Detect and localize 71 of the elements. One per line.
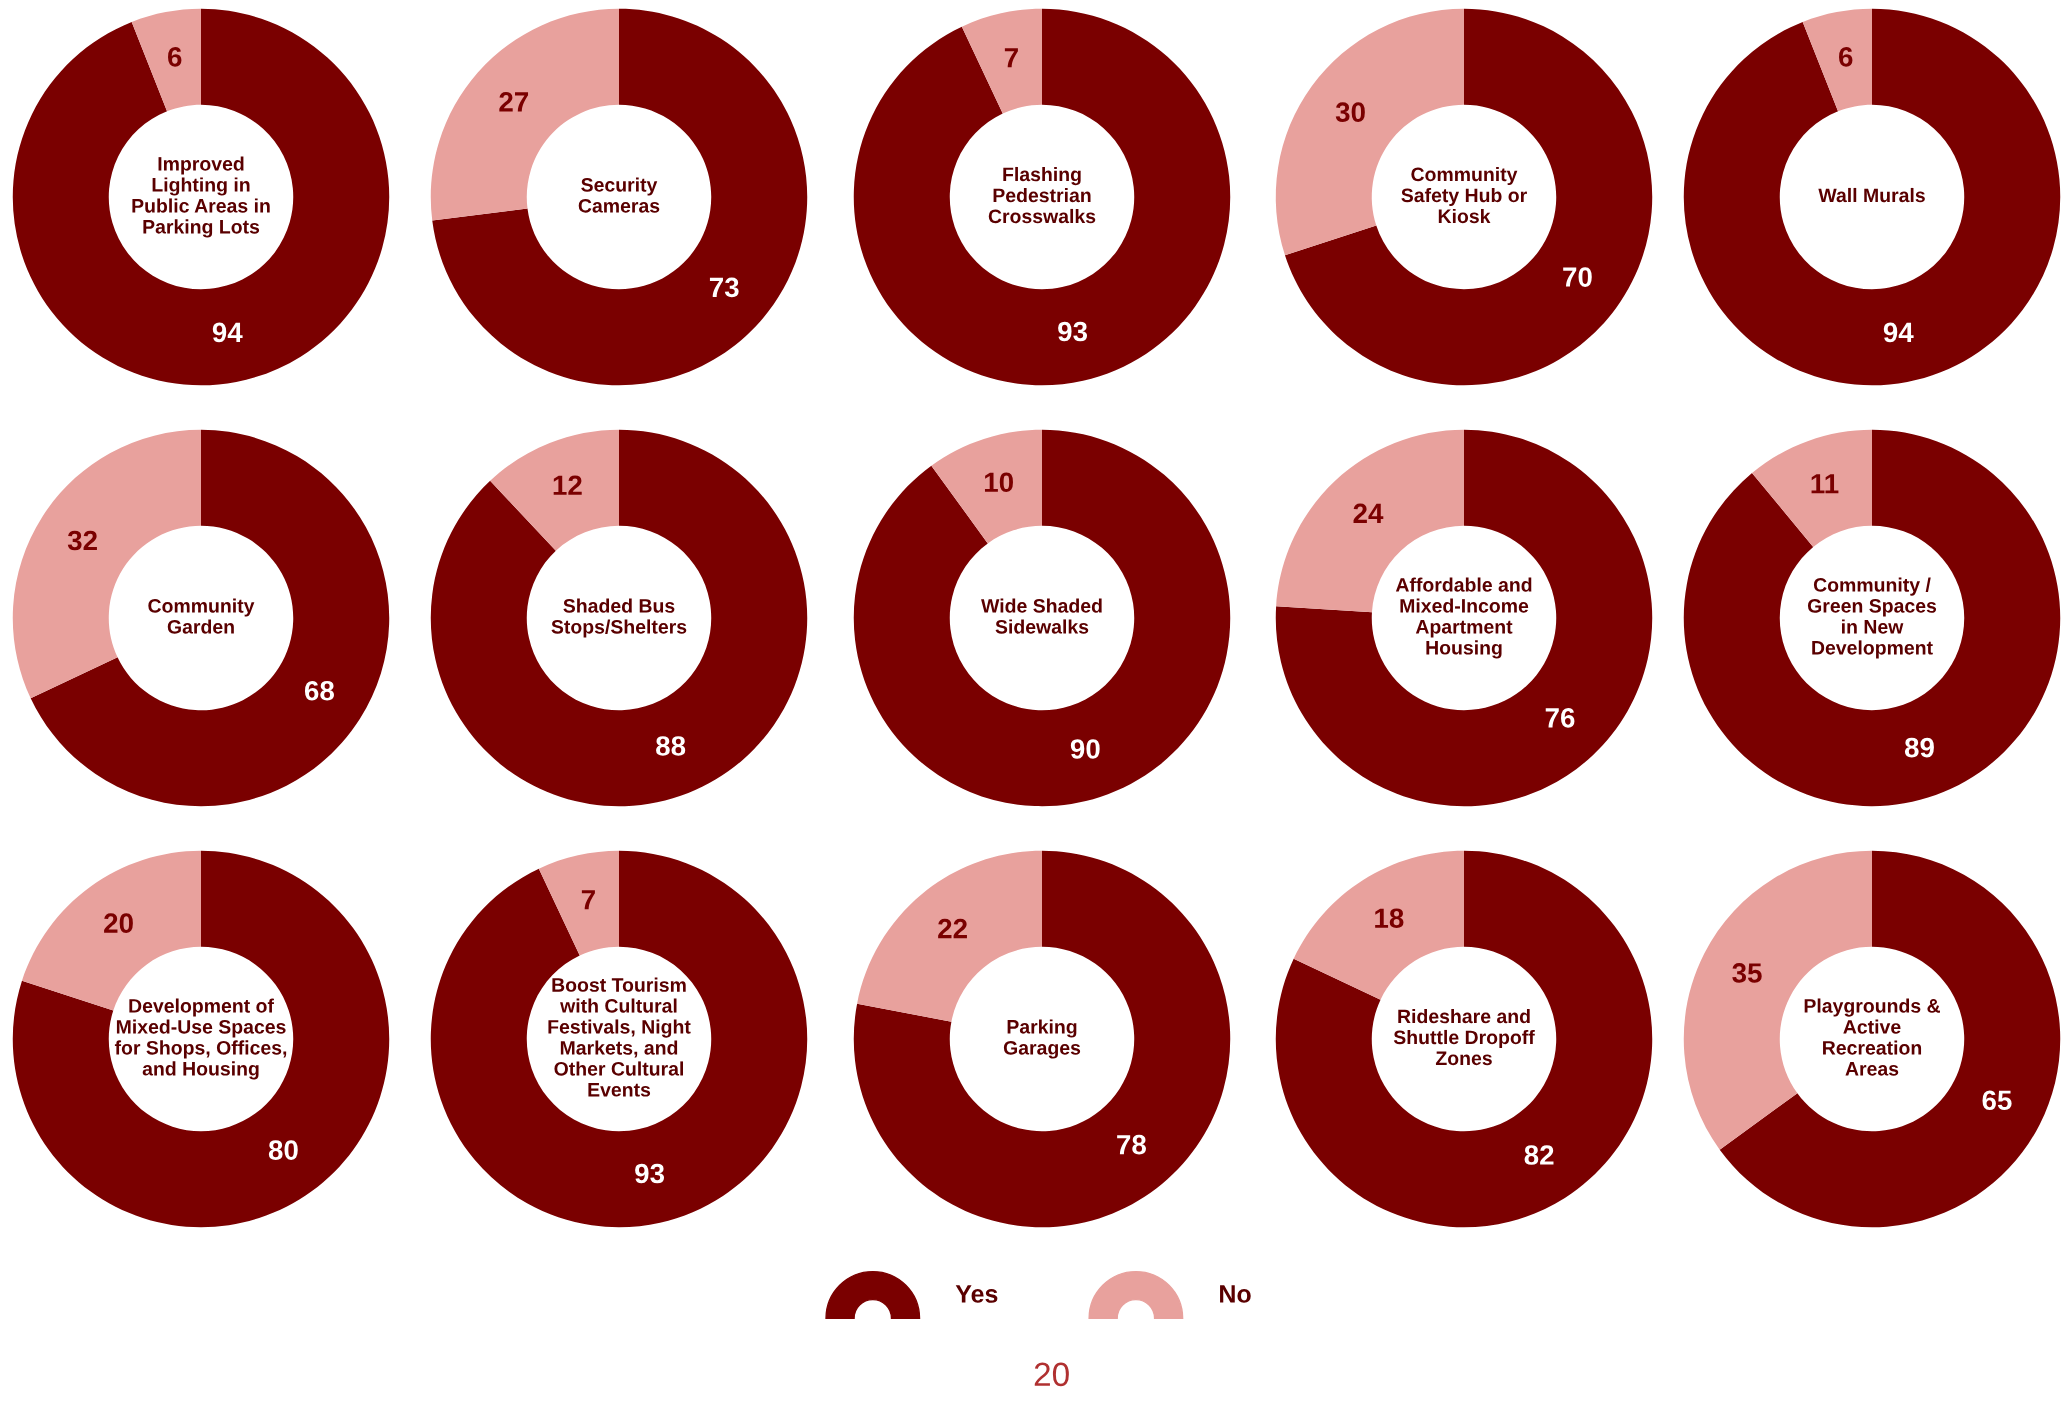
text: 20	[1034, 1362, 1069, 1387]
text: Community Safety Hub or Kiosk	[1401, 166, 1527, 224]
donut-slice	[1275, 850, 1653, 1228]
data-label: 90	[1070, 739, 1100, 759]
donut-slice	[853, 850, 1231, 1228]
text: Boost Tourism with Cultural Festivals, Night Markets, and Other Cultural Events	[548, 977, 691, 1097]
data-label: 94	[1883, 322, 1914, 343]
donut-slice	[1683, 429, 2061, 807]
data-label: 11	[1811, 474, 1839, 494]
data-label: 80	[268, 1140, 298, 1160]
text: Wall Murals	[1818, 187, 1925, 203]
data-label: 73	[709, 277, 739, 298]
data-label: 30	[1335, 102, 1365, 123]
data-label: 76	[1545, 708, 1575, 728]
text: Wide Shaded Sidewalks	[981, 598, 1102, 634]
donut-slice	[1719, 850, 2061, 1228]
legend-label: Yes	[955, 1285, 998, 1303]
text: Development of Mixed-Use Spaces for Shops, Offices, and Housing	[114, 998, 287, 1080]
donut-slice	[12, 8, 390, 386]
donut-slice	[538, 850, 619, 956]
data-label: 70	[1563, 267, 1592, 287]
data-label: 82	[1524, 1145, 1554, 1165]
donut-slice	[853, 429, 1231, 807]
donut-slice	[931, 429, 1042, 544]
data-label: 27	[499, 92, 529, 112]
data-label: 93	[635, 1163, 665, 1184]
data-label: 89	[1904, 737, 1934, 758]
donut-slice	[961, 8, 1042, 114]
donut-slice	[432, 8, 808, 386]
donut-slice	[1284, 8, 1653, 386]
data-label: 93	[1058, 321, 1088, 342]
text: Playgrounds & Active Recreation Areas	[1804, 998, 1940, 1076]
data-label: 18	[1375, 908, 1404, 929]
text: Rideshare and Shuttle Dropoff Zones	[1393, 1008, 1535, 1066]
donut-slice	[430, 850, 808, 1228]
text: Shaded Bus Stops/Shelters	[551, 598, 687, 638]
data-label: 22	[938, 918, 967, 939]
donut-slice	[1752, 429, 1872, 547]
donut-slice	[1683, 8, 2061, 386]
data-label: 32	[67, 530, 97, 551]
data-label: 12	[553, 475, 582, 495]
data-label: 68	[304, 680, 334, 701]
text: Affordable and Mixed-Income Apartment Housing	[1395, 577, 1532, 659]
donut-slice	[853, 8, 1231, 386]
data-label: 78	[1117, 1134, 1146, 1155]
text: Community / Green Spaces in New Development	[1807, 577, 1937, 659]
donut-slice	[1293, 850, 1464, 1000]
text: Security Cameras	[578, 177, 660, 213]
donut-slice	[430, 429, 808, 807]
text: Parking Garages	[1003, 1019, 1081, 1059]
data-label: 24	[1353, 503, 1384, 523]
donut-slice	[12, 850, 390, 1228]
donut-slice	[131, 8, 201, 112]
text: Improved Lighting in Public Areas in Parking Lots	[132, 156, 270, 238]
data-label: 7	[581, 890, 595, 910]
data-label: 6	[1839, 47, 1853, 67]
data-label: 88	[656, 736, 686, 756]
donut-slice	[490, 429, 619, 551]
data-label: 7	[1004, 48, 1018, 68]
data-label: 94	[212, 322, 243, 343]
data-label: 35	[1732, 963, 1762, 983]
donut-slice	[1802, 8, 1872, 112]
donut-slice	[1275, 429, 1653, 807]
data-label: 20	[104, 913, 133, 933]
data-label: 65	[1982, 1090, 2012, 1111]
legend-label: No	[1220, 1285, 1251, 1303]
text: Community Garden	[148, 598, 255, 634]
data-label: 10	[984, 472, 1013, 493]
donut-slice	[30, 429, 390, 807]
text: Flashing Pedestrian Crosswalks	[988, 166, 1096, 224]
data-label: 6	[168, 47, 182, 67]
